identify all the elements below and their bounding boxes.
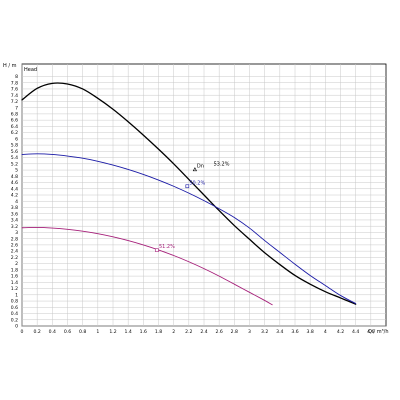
y-tick-label: 5.8	[11, 143, 18, 149]
x-tick-label: 0.8	[79, 329, 86, 335]
series-line-3	[21, 226, 273, 306]
y-tick-label: 0	[15, 324, 18, 330]
y-tick-label: 1.8	[11, 267, 18, 273]
y-tick-label: 7.6	[11, 87, 18, 93]
y-tick-label: 5.2	[11, 161, 18, 167]
y-tick-label: 1.6	[11, 274, 18, 280]
grid	[21, 64, 386, 327]
y-tick-label: 7.4	[11, 93, 18, 99]
x-tick-label: 3.8	[307, 329, 314, 335]
x-tick-label: 2.4	[200, 329, 207, 335]
y-tick-label: 6.8	[11, 112, 18, 118]
y-tick-label: 5.4	[11, 155, 18, 161]
y-tick-label: 4	[15, 199, 18, 205]
y-tick-label: 6	[15, 136, 18, 142]
y-tick-label: 4.6	[11, 180, 18, 186]
x-tick-label: 4.4	[352, 329, 359, 335]
x-tick-label: 0.4	[49, 329, 56, 335]
x-tick-label: 1.4	[125, 329, 132, 335]
x-tick-label: 4.2	[337, 329, 344, 335]
series-line-1	[21, 82, 357, 305]
y-tick-label: 1	[15, 292, 18, 298]
y-tick-label: 1.2	[11, 286, 18, 292]
y-axis-label: H / m	[3, 63, 17, 69]
y-tick-label: 1.4	[11, 280, 18, 286]
y-tick-label: 5	[15, 168, 18, 174]
y-tick-label: 6.2	[11, 130, 18, 136]
annotation-marker	[185, 184, 190, 189]
y-tick-label: 0.4	[11, 311, 18, 317]
x-tick-label: 0.6	[64, 329, 71, 335]
y-tick-label: 2.8	[11, 236, 18, 242]
x-tick-label: 2.2	[185, 329, 192, 335]
y-tick-label: 3.4	[11, 218, 18, 224]
y-tick-label: 4.8	[11, 174, 18, 180]
y-tick-label: 2.6	[11, 243, 18, 249]
x-tick-label: 4.6	[367, 329, 374, 335]
legend-entry-head: Head	[24, 67, 37, 73]
y-tick-label: 7.8	[11, 80, 18, 86]
y-tick-label: 0.6	[11, 305, 18, 311]
annotation-marker	[192, 167, 197, 172]
y-tick-label: 3.6	[11, 211, 18, 217]
x-tick-label: 4	[324, 329, 327, 335]
annotation-label: 50.2%	[189, 180, 205, 186]
x-tick-label: 3.6	[291, 329, 298, 335]
series-lines	[21, 82, 357, 306]
y-tick-label: 0.8	[11, 299, 18, 305]
y-tick-label: 2.2	[11, 255, 18, 261]
x-axis-label: Q / m³/h	[368, 329, 389, 335]
annotation-label: 53.2%	[214, 162, 230, 168]
y-tick-label: 7	[15, 105, 18, 111]
y-tick-label: 3	[15, 230, 18, 236]
x-tick-label: 0.2	[34, 329, 41, 335]
x-tick-label: 1	[96, 329, 99, 335]
x-tick-label: 2.8	[231, 329, 238, 335]
x-tick-label: 2	[172, 329, 175, 335]
annotation-marker	[155, 248, 159, 253]
y-tick-label: 5.6	[11, 149, 18, 155]
annotation-label: 51.2%	[159, 244, 175, 250]
y-tick-label: 3.8	[11, 205, 18, 211]
x-tick-label: 3.2	[261, 329, 268, 335]
y-tick-label: 8	[15, 74, 18, 80]
annotation-label: Dn	[197, 163, 204, 169]
annotations: Dn 53.2% 50.2% 51.2%	[155, 162, 230, 253]
y-axis-ticks: 00.20.40.60.811.21.41.61.822.22.42.62.83…	[11, 74, 18, 330]
y-tick-label: 4.4	[11, 186, 18, 192]
y-tick-label: 6.4	[11, 124, 18, 130]
y-tick-label: 2	[15, 261, 18, 267]
series-line-2	[21, 153, 357, 304]
x-axis-ticks: 0 0.2 0.4 0.6 0.8 1 1.2 1.4 1.6 1.8 2 2.2 2.4 2.6 2.8 3…	[21, 329, 375, 335]
x-tick-label: 3	[248, 329, 251, 335]
y-tick-label: 7.2	[11, 99, 18, 105]
y-tick-label: 0.2	[11, 317, 18, 323]
x-tick-label: 1.8	[155, 329, 162, 335]
y-tick-label: 3.2	[11, 224, 18, 230]
y-tick-label: 6.6	[11, 118, 18, 124]
x-tick-label: 1.6	[140, 329, 147, 335]
x-tick-label: 3.4	[276, 329, 283, 335]
x-tick-label: 2.6	[216, 329, 223, 335]
x-tick-label: 1.2	[109, 329, 116, 335]
x-tick-label: 0	[21, 329, 24, 335]
y-tick-label: 4.2	[11, 193, 18, 199]
y-tick-label: 2.4	[11, 249, 18, 255]
